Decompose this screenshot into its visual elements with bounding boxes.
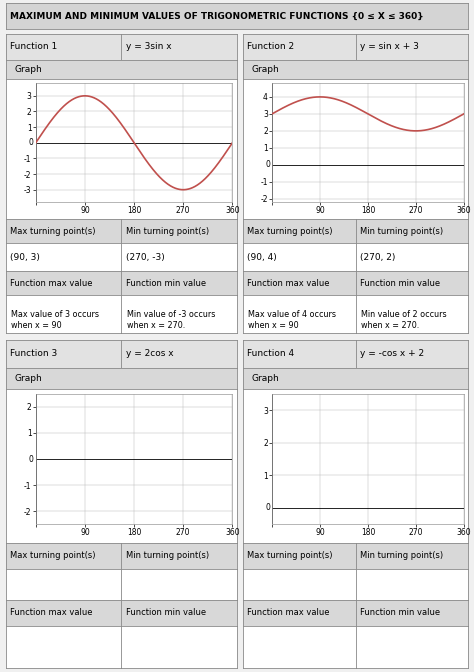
Text: y = 2cos x: y = 2cos x: [126, 349, 173, 358]
Text: Function min value: Function min value: [126, 608, 206, 618]
Text: Min turning point(s): Min turning point(s): [126, 226, 209, 236]
Text: Min value of 2 occurs
when x = 270.: Min value of 2 occurs when x = 270.: [361, 310, 447, 330]
Text: (270, -3): (270, -3): [126, 253, 165, 261]
Text: 0: 0: [265, 161, 270, 169]
Text: 0: 0: [29, 454, 34, 464]
Text: (90, 4): (90, 4): [247, 253, 277, 261]
Text: y = 3sin x: y = 3sin x: [126, 42, 172, 52]
Text: Graph: Graph: [15, 65, 43, 74]
Text: Function max value: Function max value: [247, 279, 330, 288]
Text: Min turning point(s): Min turning point(s): [360, 552, 443, 560]
Text: Min value of -3 occurs
when x = 270.: Min value of -3 occurs when x = 270.: [127, 310, 216, 330]
Text: y = sin x + 3: y = sin x + 3: [360, 42, 419, 52]
Text: Function min value: Function min value: [126, 279, 206, 288]
Text: 0: 0: [265, 503, 270, 513]
Text: Max value of 3 occurs
when x = 90: Max value of 3 occurs when x = 90: [11, 310, 100, 330]
Text: 0: 0: [29, 138, 34, 147]
Text: Function 2: Function 2: [247, 42, 294, 52]
Text: (90, 3): (90, 3): [10, 253, 40, 261]
Text: Function max value: Function max value: [10, 608, 93, 618]
Text: Max turning point(s): Max turning point(s): [10, 226, 96, 236]
Text: Function min value: Function min value: [360, 608, 440, 618]
Text: Function 4: Function 4: [247, 349, 294, 358]
Text: Max value of 4 occurs
when x = 90: Max value of 4 occurs when x = 90: [248, 310, 337, 330]
Text: Graph: Graph: [252, 374, 280, 383]
Text: Min turning point(s): Min turning point(s): [126, 552, 209, 560]
Text: Function min value: Function min value: [360, 279, 440, 288]
Text: Function max value: Function max value: [10, 279, 93, 288]
Text: Graph: Graph: [252, 65, 280, 74]
Text: (270, 2): (270, 2): [360, 253, 395, 261]
Text: y = -cos x + 2: y = -cos x + 2: [360, 349, 424, 358]
Text: Function 1: Function 1: [10, 42, 57, 52]
Text: Function 3: Function 3: [10, 349, 57, 358]
Text: Max turning point(s): Max turning point(s): [247, 552, 333, 560]
Text: Min turning point(s): Min turning point(s): [360, 226, 443, 236]
Text: Graph: Graph: [15, 374, 43, 383]
Text: MAXIMUM AND MINIMUM VALUES OF TRIGONOMETRIC FUNCTIONS {0 ≤ X ≤ 360}: MAXIMUM AND MINIMUM VALUES OF TRIGONOMET…: [10, 11, 424, 21]
Text: Function max value: Function max value: [247, 608, 330, 618]
Text: Max turning point(s): Max turning point(s): [10, 552, 96, 560]
Text: Max turning point(s): Max turning point(s): [247, 226, 333, 236]
